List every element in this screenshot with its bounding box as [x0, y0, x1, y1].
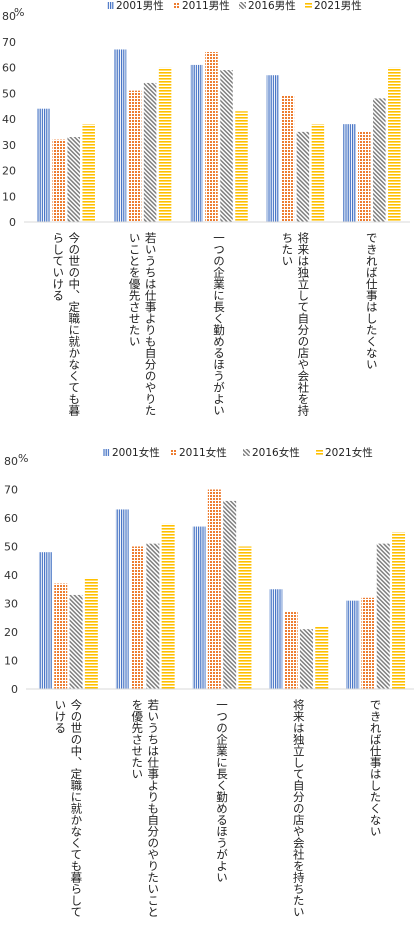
legend-swatch	[170, 449, 177, 456]
y-tick-label: 80	[4, 455, 18, 468]
bar	[205, 52, 218, 222]
y-tick-label: 30	[4, 598, 18, 611]
category-label: を優先させたい	[130, 699, 144, 780]
legend-label: 2021男性	[314, 0, 362, 12]
bar	[207, 489, 221, 689]
category-label: できれば仕事はしたくない	[365, 232, 379, 370]
bar	[143, 82, 157, 222]
bar	[220, 70, 233, 222]
y-axis-unit: %	[14, 6, 24, 19]
y-tick-label: 70	[4, 484, 18, 497]
legend-swatch	[305, 2, 312, 9]
bar	[223, 500, 237, 689]
bar	[284, 612, 298, 689]
legend-swatch	[173, 2, 180, 9]
y-tick-label: 0	[9, 216, 16, 229]
bar	[281, 95, 295, 222]
legend-label: 2016男性	[248, 0, 296, 12]
legend-swatch	[103, 449, 110, 456]
legend-label: 2011男性	[182, 0, 230, 12]
category-label: 若いうちは仕事よりも自分のやりたいこと	[146, 699, 160, 918]
bar	[296, 131, 310, 222]
bar	[158, 67, 172, 222]
y-tick-label: 70	[2, 36, 16, 49]
bar	[358, 131, 371, 222]
legend-swatch	[243, 449, 250, 456]
bar	[115, 509, 129, 689]
category-label: 一つの企業に長く勤めるほうがよい	[212, 232, 226, 416]
legend-label: 2021女性	[325, 446, 373, 459]
category-label: 一つの企業に長く勤めるほうがよい	[215, 699, 229, 883]
y-tick-label: 40	[2, 113, 16, 126]
y-axis-unit: %	[18, 452, 28, 465]
legend-swatch	[107, 2, 114, 9]
bar	[388, 67, 401, 222]
y-tick-label: 10	[2, 190, 16, 203]
y-tick-label: 60	[4, 512, 18, 525]
category-label: 若いうちは仕事よりも自分のやりた	[144, 232, 158, 416]
y-tick-label: 30	[2, 139, 16, 152]
bar	[235, 111, 248, 222]
category-label: いことを優先させたい	[128, 232, 142, 347]
bar	[190, 64, 203, 222]
bar	[311, 124, 325, 222]
category-label: 今の世の中、定職に就かなくても暮	[67, 231, 81, 416]
bar	[269, 589, 283, 689]
bar	[54, 583, 68, 689]
bar	[346, 600, 360, 689]
bar	[131, 546, 145, 689]
category-label: いける	[53, 699, 67, 734]
category-label: できれば仕事はしたくない	[369, 699, 383, 837]
bar	[113, 49, 127, 222]
category-label: 今の世の中、定職に就かなくても暮らして	[69, 698, 83, 917]
bar	[38, 552, 52, 689]
bar	[299, 629, 313, 689]
legend-label: 2001男性	[116, 0, 164, 12]
y-tick-label: 20	[4, 626, 18, 639]
legend-label: 2001女性	[112, 446, 160, 459]
y-tick-label: 80	[2, 10, 16, 23]
y-tick-label: 50	[4, 541, 18, 554]
bar	[84, 577, 98, 689]
bar	[392, 532, 406, 689]
bar	[67, 137, 80, 222]
bar	[146, 543, 160, 689]
y-tick-label: 60	[2, 62, 16, 75]
bar	[37, 108, 50, 222]
legend-swatch	[239, 2, 246, 9]
y-tick-label: 10	[4, 655, 18, 668]
y-tick-label: 40	[4, 569, 18, 582]
legend-swatch	[316, 449, 323, 456]
bar	[161, 523, 175, 689]
chart-1: 0 10 20 30 40 50 60 70 80% 2001男性 2011男性 2016男性 2021…	[2, 0, 410, 417]
y-tick-label: 0	[11, 683, 18, 696]
legend-label: 2011女性	[179, 446, 227, 459]
chart-2: 0 10 20 30 40 50 60 70 80% 2001女性 2011女性 2016女性 2021…	[4, 446, 414, 918]
bar	[238, 546, 252, 689]
category-label: 将来は独立して自分の店や会社を持ちたい	[292, 699, 306, 918]
bar	[376, 543, 390, 689]
bar	[69, 594, 83, 689]
bar	[52, 139, 65, 222]
bar	[343, 124, 356, 222]
legend-label: 2016女性	[252, 446, 300, 459]
bar	[128, 90, 142, 222]
bar	[315, 626, 329, 689]
bar	[266, 75, 280, 222]
category-label: 将来は独立して自分の店や会社を持	[296, 232, 310, 417]
y-tick-label: 50	[2, 87, 16, 100]
y-tick-label: 20	[2, 165, 16, 178]
bar	[192, 526, 206, 689]
category-label: らしていける	[51, 232, 65, 301]
bar	[373, 98, 386, 222]
bar	[361, 597, 375, 689]
bar	[82, 124, 95, 222]
category-label: ちたい	[280, 232, 294, 267]
